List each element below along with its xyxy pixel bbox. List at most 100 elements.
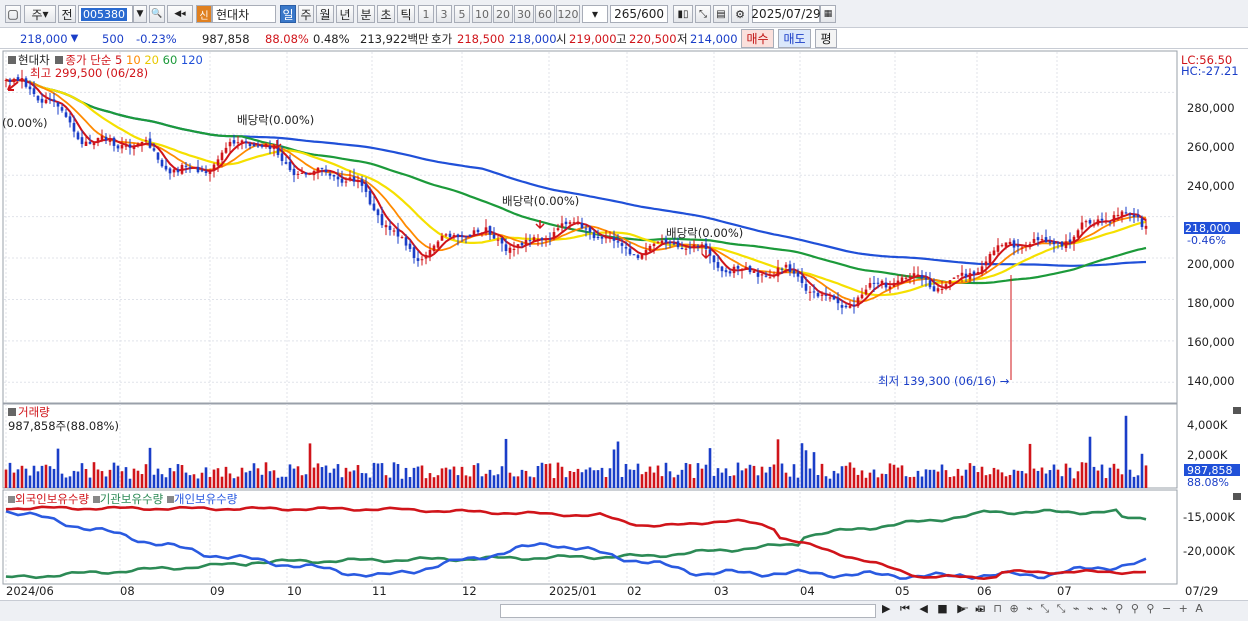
- interval-20[interactable]: 20: [493, 5, 513, 23]
- interval-30[interactable]: 30: [514, 5, 534, 23]
- period-second[interactable]: 초: [377, 5, 395, 23]
- save-icon[interactable]: ▤: [713, 5, 729, 23]
- volume-bar: [928, 469, 932, 488]
- candle-body: [252, 144, 256, 147]
- candle-body: [572, 222, 576, 224]
- candle-body: [780, 268, 784, 270]
- prev-button[interactable]: 전: [58, 5, 76, 23]
- stock-code-input[interactable]: 005380: [78, 5, 133, 23]
- volume-bar: [900, 465, 904, 488]
- candle-body: [956, 275, 960, 277]
- interval-10[interactable]: 10: [472, 5, 492, 23]
- volume-bar: [660, 476, 664, 488]
- volume-bar: [112, 462, 116, 488]
- volume-bar: [256, 468, 260, 488]
- volume-bar: [872, 469, 876, 488]
- candle-body: [36, 95, 40, 101]
- volume-bar: [480, 476, 484, 488]
- candle-body: [576, 221, 580, 224]
- volume-bar: [208, 477, 212, 488]
- dividend-label-1: 배당락(0.00%): [237, 113, 315, 127]
- chart-tool-icon[interactable]: ⤡: [695, 5, 711, 23]
- volume-bar: [104, 476, 108, 488]
- sell-button[interactable]: 매도: [778, 29, 811, 48]
- candle-body: [324, 169, 328, 173]
- period-tick[interactable]: 틱: [397, 5, 415, 23]
- window-icon[interactable]: ▢: [5, 5, 21, 23]
- candle-body: [464, 236, 468, 238]
- date-input[interactable]: 2025/07/29: [751, 5, 821, 23]
- scrollbar[interactable]: ▶ ⏮ ◀ ■ ▶ ⏭ ⌐ ⊏ ⊓ ⊕ ⌁ ⤡ ⤡ ⌁ ⌁ ⌁ ⚲ ⚲ ⚲ − …: [0, 600, 1248, 621]
- volume-bar: [568, 471, 572, 488]
- interval-120[interactable]: 120: [556, 5, 580, 23]
- sound-icon[interactable]: ◀◂: [167, 5, 193, 23]
- candle-body: [60, 107, 64, 111]
- mode-select[interactable]: 주 ▾: [24, 5, 56, 23]
- period-minute[interactable]: 분: [357, 5, 375, 23]
- candle-body: [988, 254, 992, 264]
- scroll-thumb[interactable]: [500, 604, 876, 618]
- candle-body: [1112, 215, 1116, 222]
- candle-body: [948, 280, 952, 285]
- zoom-tools[interactable]: ⌐ ⊏ ⊓ ⊕ ⌁ ⤡ ⤡ ⌁ ⌁ ⌁ ⚲ ⚲ ⚲ − + A: [960, 602, 1205, 615]
- holding-panel-close-icon[interactable]: [1233, 493, 1241, 500]
- count-input[interactable]: 265/600: [610, 5, 668, 23]
- interval-3[interactable]: 3: [436, 5, 452, 23]
- volume-bar: [1080, 462, 1084, 488]
- candle-body: [372, 203, 376, 211]
- volume-bar: [492, 475, 496, 488]
- chart-area[interactable]: [0, 50, 1248, 600]
- interval-1[interactable]: 1: [418, 5, 434, 23]
- search-icon[interactable]: 🔍: [149, 5, 165, 23]
- interval-5[interactable]: 5: [454, 5, 470, 23]
- volume-bar: [264, 462, 268, 488]
- interval-input[interactable]: ▾: [582, 5, 608, 23]
- scroll-controls[interactable]: ▶ ⏮ ◀ ■ ▶ ⏭: [882, 602, 989, 615]
- candle-body: [1108, 221, 1112, 223]
- volume-bar: [440, 468, 444, 488]
- volume-bar: [904, 476, 908, 488]
- volume-bar: [404, 467, 408, 488]
- candle-body: [784, 264, 788, 268]
- period-year[interactable]: 년: [336, 5, 354, 23]
- volume-bar: [424, 478, 428, 488]
- volume-bar: [388, 477, 392, 488]
- y-tick-180000: 180,000: [1187, 296, 1235, 310]
- x-axis-label: 02: [627, 584, 642, 598]
- code-dropdown-icon[interactable]: ▼: [133, 5, 147, 23]
- open-label: 시: [556, 31, 567, 46]
- count-total: /600: [637, 7, 664, 21]
- dividend-arrow-1: [272, 140, 282, 150]
- x-axis-label: 11: [372, 584, 387, 598]
- period-month[interactable]: 월: [316, 5, 334, 23]
- period-day[interactable]: 일: [280, 5, 296, 23]
- candle-body: [192, 167, 196, 169]
- candle-body: [336, 176, 340, 180]
- period-week[interactable]: 주: [298, 5, 314, 23]
- volume-bar: [812, 452, 816, 488]
- dividend-arrow-2: [535, 220, 545, 230]
- volume-bar: [252, 463, 256, 488]
- volume-bar: [716, 468, 720, 488]
- interval-60[interactable]: 60: [535, 5, 555, 23]
- candle-body: [404, 237, 408, 246]
- candle-body: [312, 171, 316, 176]
- settings-icon[interactable]: ⚙: [731, 5, 749, 23]
- candle-body: [964, 273, 968, 278]
- dividend-arrow-3: [701, 250, 711, 260]
- candle-body: [676, 241, 680, 248]
- candle-type-icon[interactable]: ▮▯: [673, 5, 693, 23]
- volume-bar: [1008, 474, 1012, 488]
- buy-button[interactable]: 매수: [741, 29, 774, 48]
- volume-bar: [580, 472, 584, 488]
- volume-panel-close-icon[interactable]: [1233, 407, 1241, 414]
- candle-body: [320, 167, 324, 169]
- candle-body: [560, 223, 564, 228]
- candle-body: [812, 291, 816, 293]
- volume-bar: [1132, 476, 1136, 488]
- candle-body: [944, 284, 948, 289]
- x-axis-label: 2025/01: [549, 584, 597, 598]
- eval-button[interactable]: 평: [815, 29, 837, 48]
- calendar-icon[interactable]: ▦: [820, 5, 836, 23]
- candle-body: [896, 280, 900, 285]
